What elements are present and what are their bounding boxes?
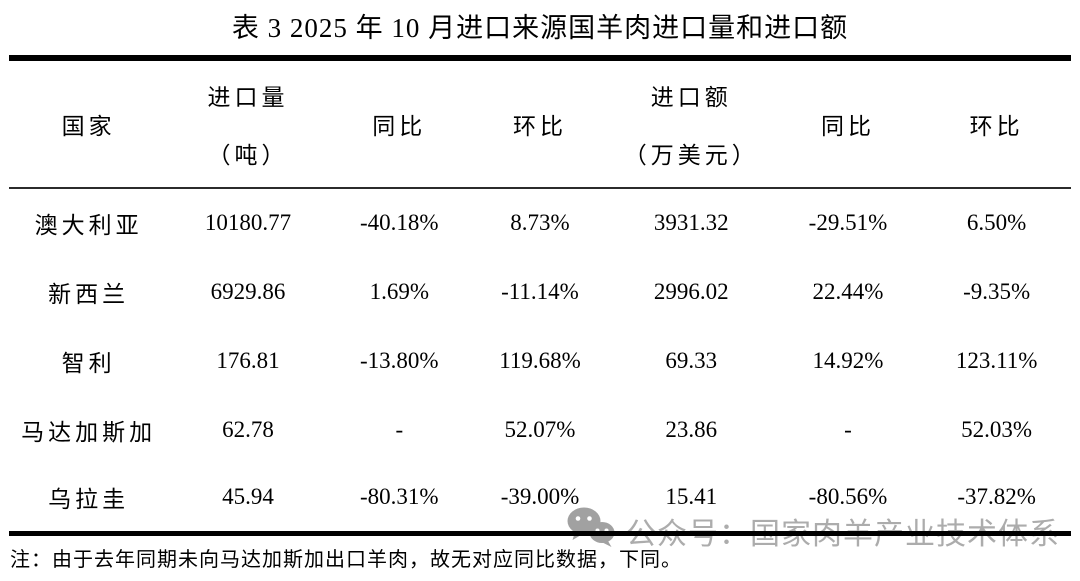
footnote: 注：由于去年同期未向马达加斯加出口羊肉，故无对应同比数据，下同。 (10, 548, 682, 571)
cell-value-yoy: 14.92% (812, 347, 884, 373)
column-header-country: 国家 (9, 58, 169, 190)
column-header-value-yoy: 同比 (773, 58, 923, 190)
cell-import-value: 23.86 (665, 416, 718, 442)
cell-volume-mom: 8.73% (510, 210, 570, 236)
cell-volume-yoy: 1.69% (369, 278, 429, 304)
table-row-chile: 智利 176.81 -13.80% 119.68% 69.33 14.92% 1… (9, 326, 1071, 395)
cell-country: 乌拉圭 (48, 487, 130, 513)
cell-import-value: 3931.32 (653, 210, 729, 236)
table-header: 国家 进口量 （吨） 同比 (9, 58, 1071, 190)
cell-volume-mom: 52.07% (504, 416, 576, 442)
page-title: 表 3 2025 年 10 月进口来源国羊肉进口量和进口额 (231, 13, 849, 43)
table-row-madagascar: 马达加斯加 62.78 - 52.07% 23.86 - 52.03% (9, 395, 1071, 464)
column-header-import-volume: 进口量 （吨） (168, 58, 328, 190)
table-row-uruguay: 乌拉圭 45.94 -80.31% -39.00% 15.41 -80.56% … (9, 464, 1071, 533)
cell-volume-mom: -11.14% (501, 278, 579, 304)
cell-value-yoy: - (844, 416, 852, 442)
cell-volume-yoy: -80.31% (359, 484, 439, 510)
cell-import-volume: 6929.86 (210, 278, 286, 304)
cell-import-value: 2996.02 (653, 278, 729, 304)
cell-import-volume: 10180.77 (204, 210, 292, 236)
cell-volume-yoy: -13.80% (359, 347, 439, 373)
cell-import-volume: 45.94 (222, 484, 274, 510)
cell-import-value: 15.41 (665, 484, 718, 510)
cell-value-yoy: -29.51% (808, 210, 888, 236)
column-header-value-mom: 环比 (922, 58, 1071, 190)
table-body: 澳大利亚 10180.77 -40.18% 8.73% 3931.32 -29.… (9, 188, 1071, 533)
cell-value-mom: 6.50% (966, 210, 1027, 236)
cell-value-yoy: 22.44% (812, 278, 884, 304)
cell-value-mom: -9.35% (963, 278, 1031, 304)
cell-volume-yoy: -40.18% (359, 210, 439, 236)
column-header-import-value: 进口额 （万美元） (609, 58, 774, 190)
cell-volume-mom: -39.00% (500, 484, 580, 510)
cell-volume-yoy: - (395, 416, 404, 442)
cell-value-mom: -37.82% (957, 484, 1036, 510)
table-row-new-zealand: 新西兰 6929.86 1.69% -11.14% 2996.02 22.44%… (9, 257, 1071, 326)
cell-import-volume: 62.78 (222, 416, 274, 442)
import-table: 国家 进口量 （吨） 同比 (9, 55, 1071, 536)
cell-value-mom: 123.11% (955, 347, 1038, 373)
table-row-australia: 澳大利亚 10180.77 -40.18% 8.73% 3931.32 -29.… (9, 188, 1071, 257)
cell-country: 澳大利亚 (34, 213, 143, 239)
cell-import-volume: 176.81 (216, 347, 280, 373)
cell-value-yoy: -80.56% (808, 484, 888, 510)
cell-volume-mom: 119.68% (499, 347, 581, 373)
cell-value-mom: 52.03% (961, 416, 1033, 442)
cell-country: 智利 (61, 350, 116, 376)
cell-import-value: 69.33 (665, 347, 718, 373)
column-header-volume-mom: 环比 (470, 58, 609, 190)
column-header-volume-yoy: 同比 (327, 58, 471, 190)
cell-country: 新西兰 (48, 281, 130, 307)
cell-country: 马达加斯加 (21, 419, 157, 445)
